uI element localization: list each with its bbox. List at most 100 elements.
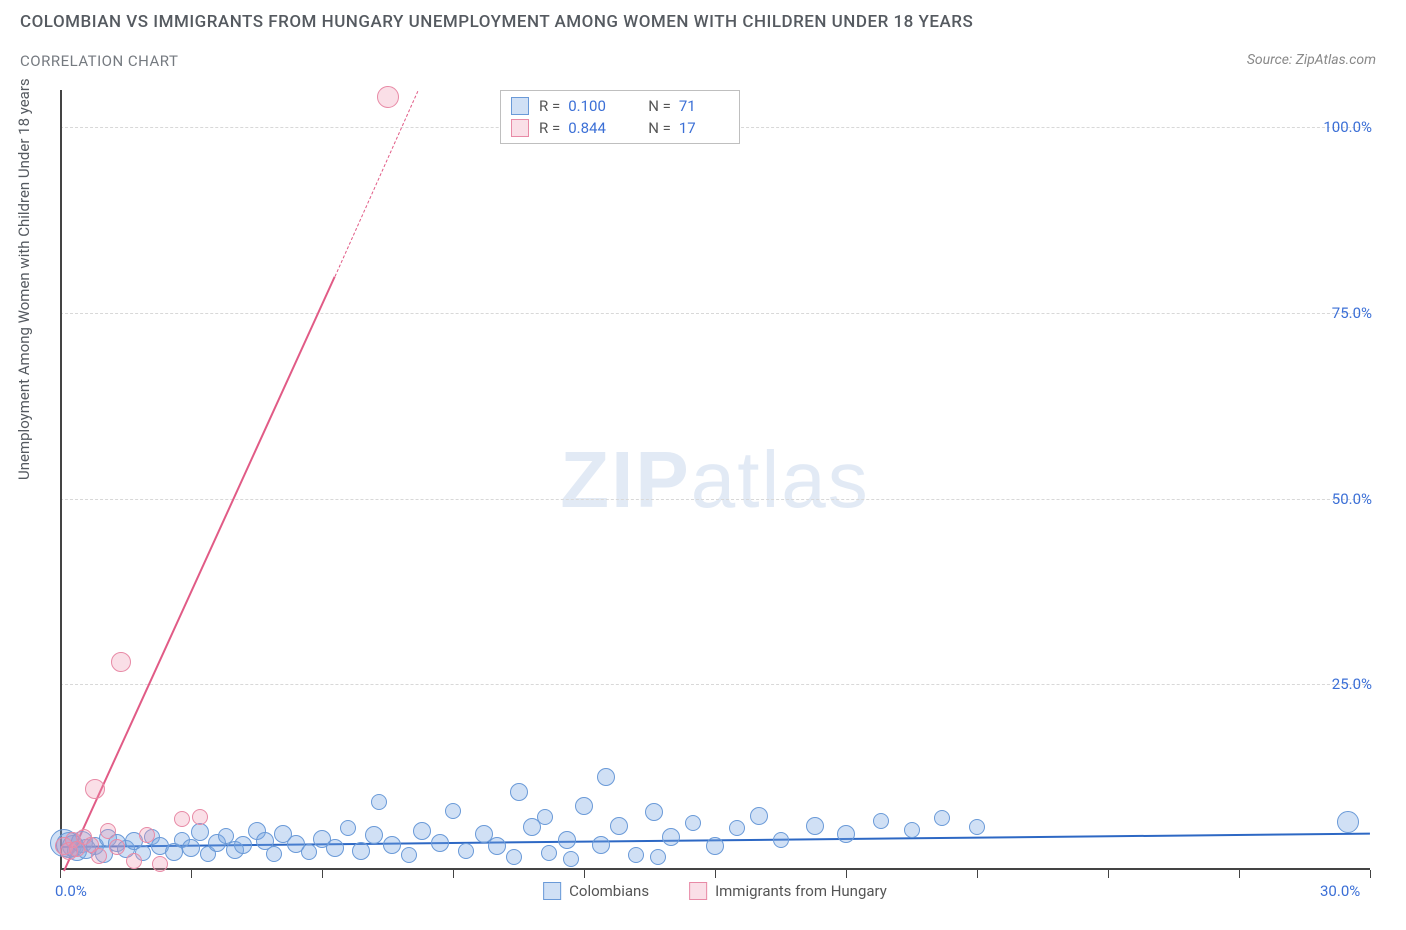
gridline <box>60 313 1370 314</box>
chart-title: COLOMBIAN VS IMMIGRANTS FROM HUNGARY UNE… <box>20 12 973 32</box>
data-point <box>488 837 506 855</box>
y-tick-label: 75.0% <box>1302 304 1372 322</box>
data-point <box>401 847 417 863</box>
data-point <box>750 807 768 825</box>
x-tick <box>191 870 192 878</box>
data-point <box>806 817 824 835</box>
data-point <box>234 836 252 854</box>
data-point <box>541 845 557 861</box>
legend-item-hungary: Immigrants from Hungary <box>689 882 887 900</box>
r-label: R = <box>539 97 560 115</box>
legend-item-colombians: Colombians <box>543 882 649 900</box>
data-point <box>413 822 431 840</box>
legend-label-colombians: Colombians <box>569 882 649 900</box>
swatch-blue <box>543 882 561 900</box>
data-point <box>371 794 387 810</box>
data-point <box>729 820 745 836</box>
data-point <box>431 834 449 852</box>
x-tick <box>1370 870 1371 878</box>
data-point <box>934 810 950 826</box>
data-point <box>191 823 209 841</box>
trend-line <box>335 90 419 276</box>
data-point <box>458 843 474 859</box>
x-tick <box>1239 870 1240 878</box>
x-tick <box>322 870 323 878</box>
data-point <box>558 831 576 849</box>
data-point <box>91 848 107 864</box>
legend-row-pink: R = 0.844 N = 17 <box>511 117 729 139</box>
swatch-pink <box>511 119 529 137</box>
r-value-blue: 0.100 <box>568 97 618 115</box>
data-point <box>662 828 680 846</box>
legend-row-blue: R = 0.100 N = 71 <box>511 95 729 117</box>
data-point <box>563 851 579 867</box>
x-tick-label-min: 0.0% <box>55 882 87 900</box>
data-point <box>969 819 985 835</box>
x-tick <box>1108 870 1109 878</box>
n-label: N = <box>648 119 671 137</box>
gridline <box>60 684 1370 685</box>
watermark-light: atlas <box>691 435 870 524</box>
data-point <box>645 803 663 821</box>
data-point <box>174 811 190 827</box>
data-point <box>365 826 383 844</box>
data-point <box>352 842 370 860</box>
data-point <box>575 797 593 815</box>
swatch-pink <box>689 882 707 900</box>
data-point <box>597 768 615 786</box>
data-point <box>628 847 644 863</box>
data-point <box>837 825 855 843</box>
data-point <box>873 813 889 829</box>
x-tick <box>60 870 61 878</box>
data-point <box>1337 811 1359 833</box>
data-point <box>126 853 142 869</box>
x-tick <box>977 870 978 878</box>
correlation-legend: R = 0.100 N = 71 R = 0.844 N = 17 <box>500 90 740 144</box>
data-point <box>377 86 399 108</box>
n-value-pink: 17 <box>679 119 729 137</box>
x-tick <box>453 870 454 878</box>
data-point <box>383 836 401 854</box>
data-point <box>139 827 155 843</box>
data-point <box>266 846 282 862</box>
series-legend: Colombians Immigrants from Hungary <box>543 882 887 900</box>
data-point <box>152 856 168 872</box>
plot-area: ZIPatlas 25.0% 50.0% 75.0% 100.0% R = 0.100… <box>60 90 1370 870</box>
n-label: N = <box>648 97 671 115</box>
source-label: Source: ZipAtlas.com <box>1247 52 1376 68</box>
watermark: ZIPatlas <box>560 434 869 526</box>
data-point <box>904 822 920 838</box>
data-point <box>506 849 522 865</box>
x-tick <box>715 870 716 878</box>
data-point <box>650 849 666 865</box>
data-point <box>685 815 701 831</box>
x-tick <box>584 870 585 878</box>
data-point <box>326 839 344 857</box>
y-tick-label: 100.0% <box>1302 118 1372 136</box>
data-point <box>301 844 317 860</box>
y-axis-line <box>60 90 62 870</box>
legend-label-hungary: Immigrants from Hungary <box>715 882 887 900</box>
data-point <box>510 783 528 801</box>
data-point <box>592 836 610 854</box>
data-point <box>537 809 553 825</box>
data-point <box>445 803 461 819</box>
trend-line <box>63 276 335 871</box>
x-tick-label-max: 30.0% <box>1320 882 1360 900</box>
y-tick-label: 25.0% <box>1302 675 1372 693</box>
data-point <box>109 839 125 855</box>
watermark-bold: ZIP <box>560 435 690 524</box>
data-point <box>85 779 105 799</box>
r-label: R = <box>539 119 560 137</box>
y-tick-label: 50.0% <box>1302 490 1372 508</box>
gridline <box>60 499 1370 500</box>
data-point <box>706 837 724 855</box>
data-point <box>100 823 116 839</box>
swatch-blue <box>511 97 529 115</box>
r-value-pink: 0.844 <box>568 119 618 137</box>
n-value-blue: 71 <box>679 97 729 115</box>
chart-subtitle: CORRELATION CHART <box>20 52 178 70</box>
data-point <box>182 839 200 857</box>
data-point <box>773 832 789 848</box>
data-point <box>610 817 628 835</box>
